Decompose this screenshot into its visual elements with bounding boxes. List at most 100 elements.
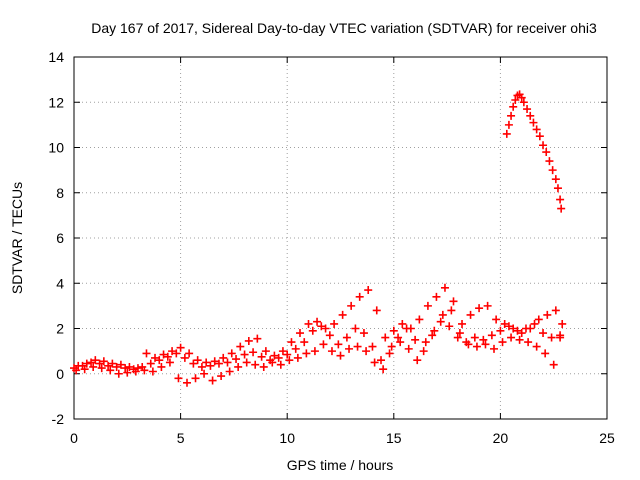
data-point	[475, 304, 484, 313]
data-point	[483, 301, 492, 310]
data-point	[74, 361, 83, 370]
data-point	[270, 351, 279, 360]
data-point	[543, 310, 552, 319]
data-point	[274, 353, 283, 362]
data-point	[242, 358, 251, 367]
y-tick-label: 12	[48, 94, 64, 110]
data-point	[351, 324, 360, 333]
data-point	[123, 368, 132, 377]
data-point	[487, 331, 496, 340]
data-point	[261, 347, 270, 356]
data-point	[385, 349, 394, 358]
data-point	[430, 326, 439, 335]
data-point	[116, 360, 125, 369]
x-tick-label: 10	[279, 430, 295, 446]
data-point	[532, 342, 541, 351]
data-point	[423, 301, 432, 310]
data-point	[146, 359, 155, 368]
data-point	[338, 310, 347, 319]
data-point	[509, 324, 518, 333]
data-point	[300, 338, 309, 347]
data-point	[413, 356, 422, 365]
data-point	[168, 347, 177, 356]
data-point	[387, 342, 396, 351]
data-point	[317, 322, 326, 331]
y-tick-label: 0	[56, 366, 64, 382]
data-point	[381, 333, 390, 342]
data-point	[438, 310, 447, 319]
data-point	[278, 347, 287, 356]
data-point	[345, 344, 354, 353]
data-point	[507, 111, 516, 120]
data-point	[481, 340, 490, 349]
data-point	[125, 362, 134, 371]
data-point	[535, 132, 544, 141]
data-point	[372, 306, 381, 315]
grid-lines	[74, 57, 607, 419]
y-tick-label: -2	[52, 411, 65, 427]
data-point	[302, 349, 311, 358]
data-point	[236, 342, 245, 351]
data-point	[202, 358, 211, 367]
series-peak	[502, 90, 566, 213]
data-point	[396, 338, 405, 347]
data-point	[172, 349, 181, 358]
data-point	[163, 352, 172, 361]
x-tick-label: 25	[599, 430, 615, 446]
data-point	[197, 362, 206, 371]
data-point	[321, 324, 330, 333]
data-point	[415, 315, 424, 324]
data-point	[548, 166, 557, 175]
data-point	[180, 353, 189, 362]
data-point	[542, 148, 551, 157]
data-point	[89, 362, 98, 371]
data-point	[551, 175, 560, 184]
data-point	[504, 322, 513, 331]
data-point	[295, 329, 304, 338]
data-point	[545, 157, 554, 166]
data-point	[507, 333, 516, 342]
x-tick-label: 20	[493, 430, 509, 446]
data-point	[466, 310, 475, 319]
data-point	[87, 358, 96, 367]
data-point	[99, 357, 108, 366]
data-point	[223, 358, 232, 367]
data-point	[268, 358, 277, 367]
data-point	[504, 120, 513, 129]
data-point	[445, 322, 454, 331]
data-point	[176, 343, 185, 352]
series-upper	[74, 283, 567, 373]
data-point	[359, 329, 368, 338]
data-point	[251, 360, 260, 369]
data-point	[157, 362, 166, 371]
data-point	[82, 359, 91, 368]
data-point	[148, 367, 157, 376]
data-point	[557, 204, 566, 213]
data-point	[240, 350, 249, 359]
data-point	[249, 348, 258, 357]
data-point	[551, 306, 560, 315]
data-point	[355, 292, 364, 301]
data-point	[234, 362, 243, 371]
data-point	[529, 118, 538, 127]
data-point	[347, 301, 356, 310]
data-point	[200, 369, 209, 378]
data-point	[534, 315, 543, 324]
data-point	[283, 350, 292, 359]
data-point	[285, 356, 294, 365]
data-point	[404, 344, 413, 353]
data-point	[524, 338, 533, 347]
data-point	[91, 356, 100, 365]
data-point	[362, 347, 371, 356]
data-point	[97, 364, 106, 373]
y-tick-labels: -2 0 2 4 6 8 10 12 14	[48, 49, 64, 427]
data-point	[191, 374, 200, 383]
y-tick-label: 8	[56, 185, 64, 201]
data-point	[232, 355, 241, 364]
data-point	[368, 342, 377, 351]
x-tick-labels: 0 5 10 15 20 25	[70, 430, 615, 446]
data-point	[80, 365, 89, 374]
data-point	[432, 292, 441, 301]
data-point	[539, 141, 548, 150]
